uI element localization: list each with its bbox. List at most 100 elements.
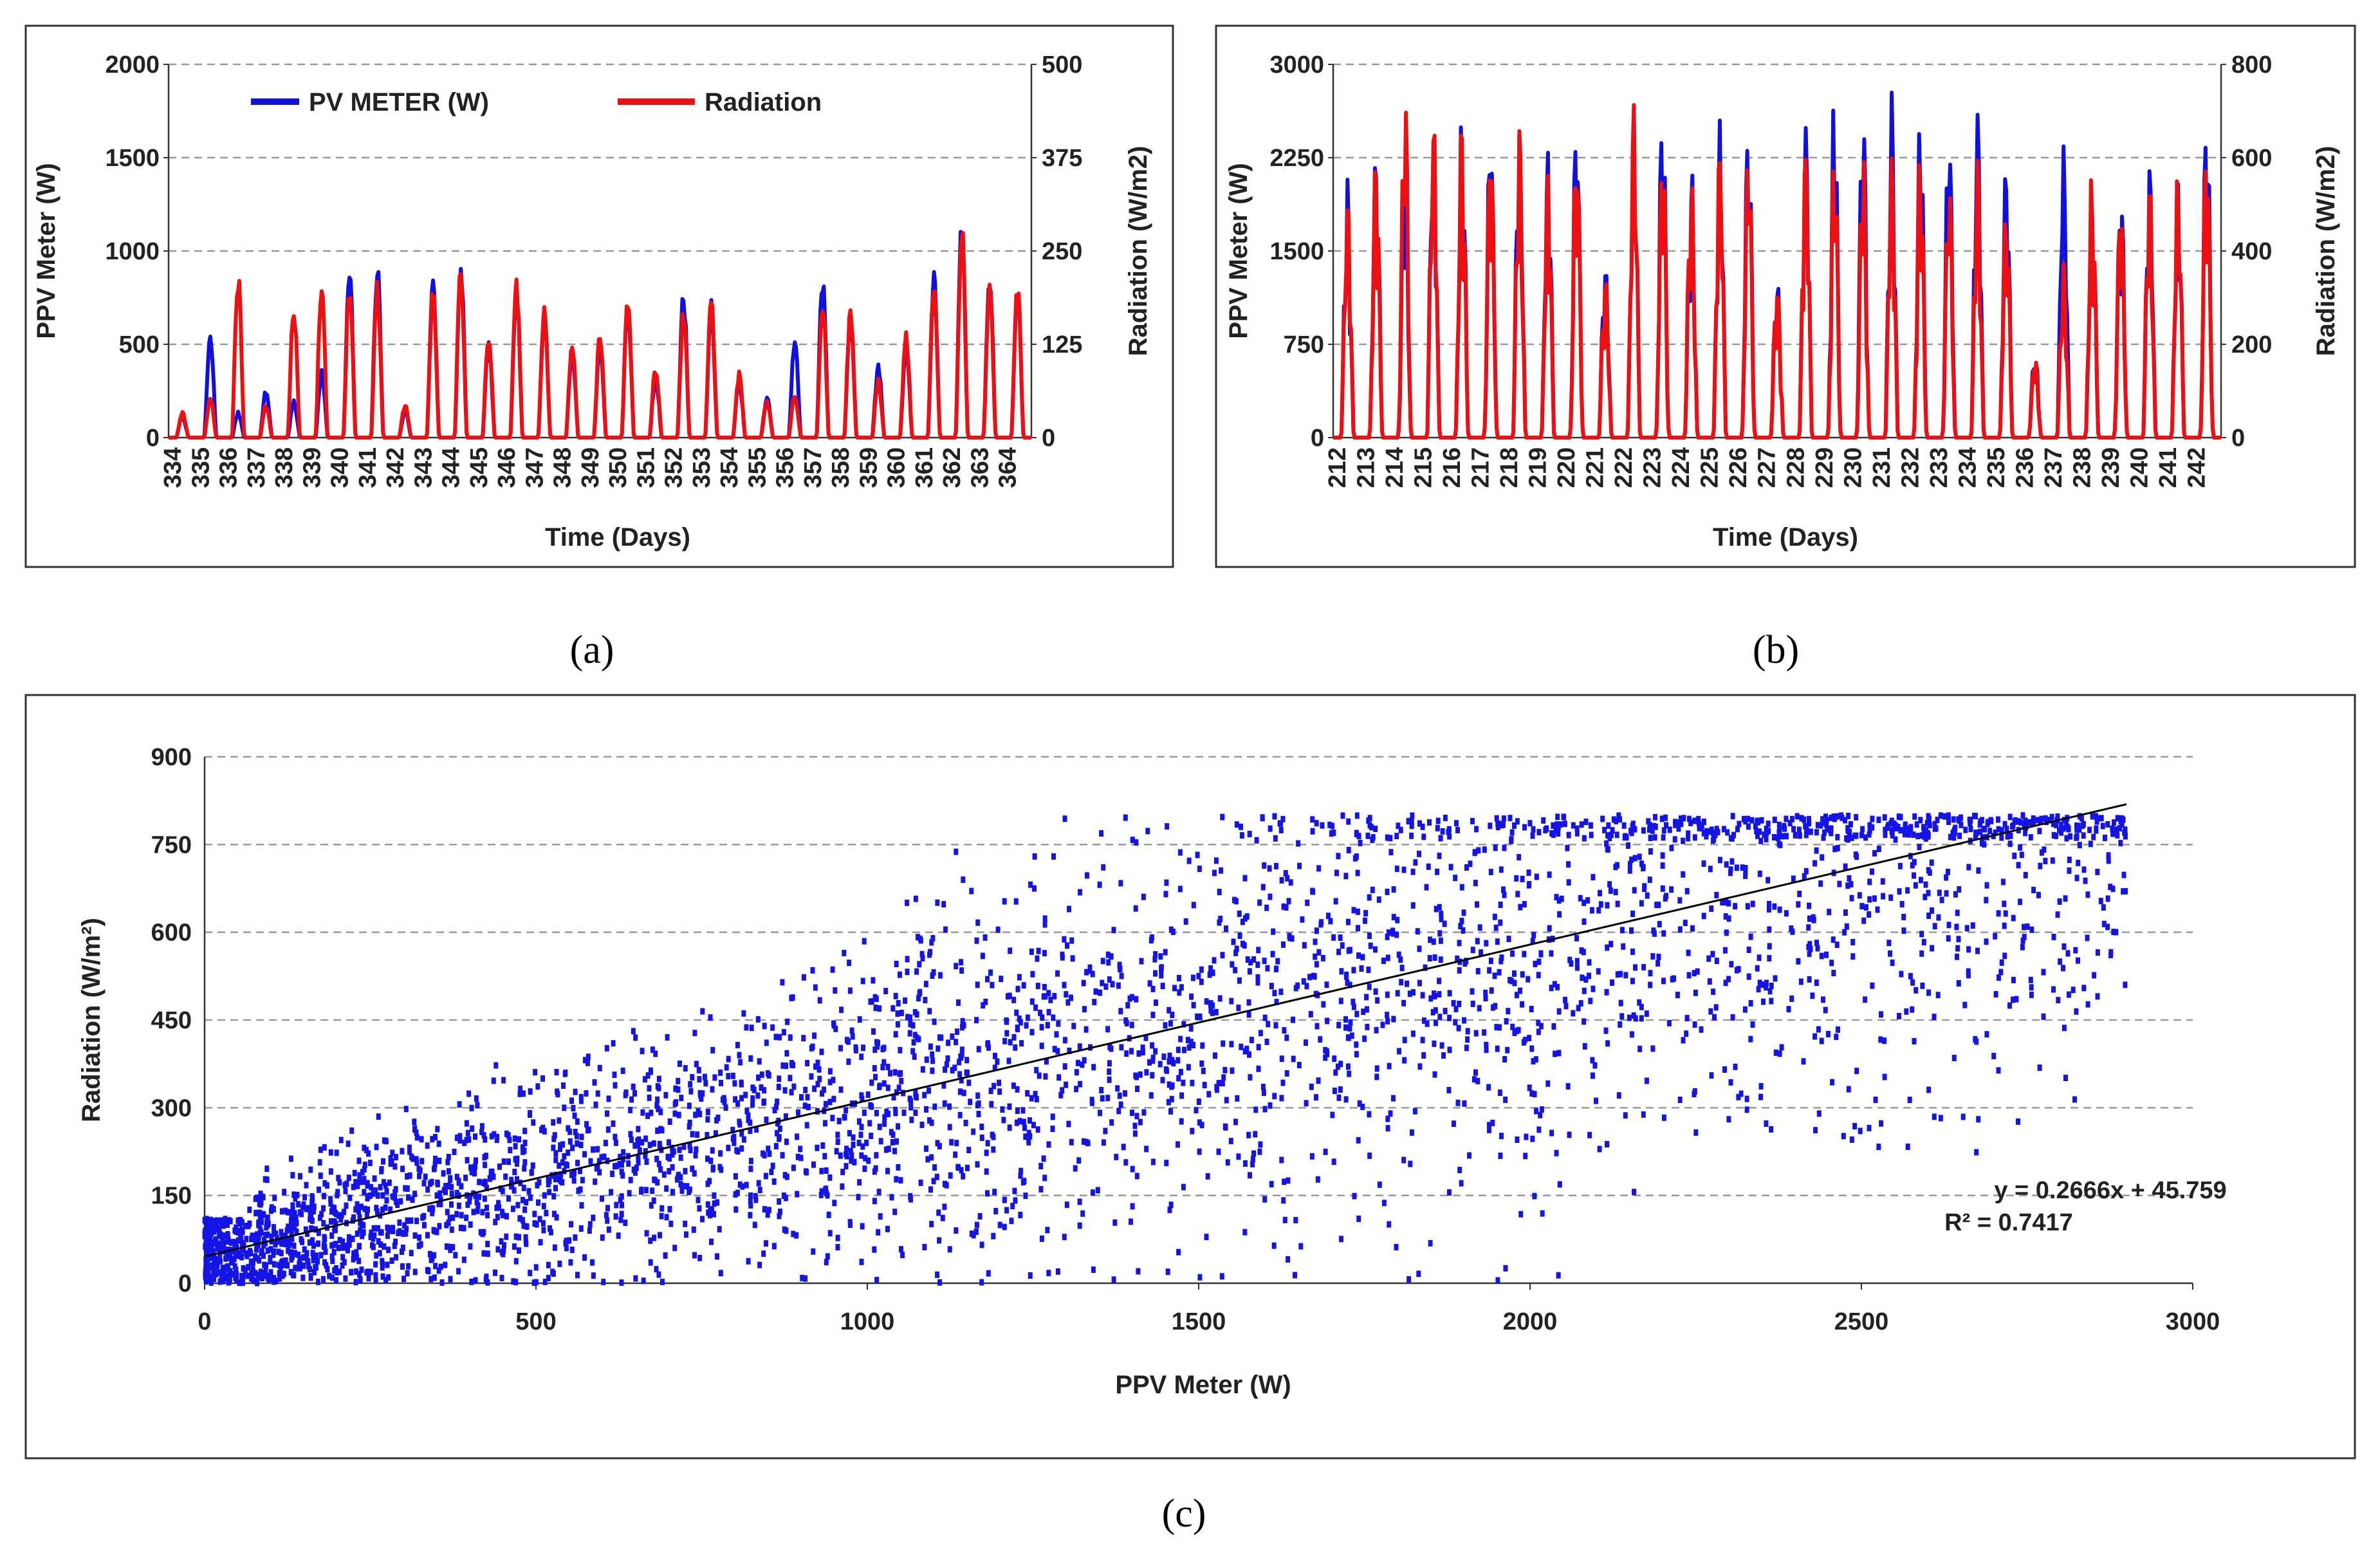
scatter-point <box>553 1176 558 1183</box>
scatter-point <box>290 1172 295 1179</box>
scatter-point <box>869 998 874 1005</box>
scatter-point <box>1347 1025 1352 1032</box>
scatter-point <box>1648 848 1653 855</box>
scatter-point <box>355 1254 359 1261</box>
scatter-point <box>1974 1038 1979 1045</box>
scatter-point <box>1114 1153 1119 1160</box>
scatter-point <box>856 1140 862 1146</box>
scatter-point <box>658 1232 662 1239</box>
x-tick-label: 363 <box>966 447 993 488</box>
scatter-point <box>1530 832 1535 839</box>
scatter-point <box>1032 853 1037 860</box>
scatter-point <box>1453 1019 1458 1026</box>
scatter-point <box>2062 943 2067 950</box>
scatter-point <box>317 1159 322 1166</box>
scatter-point <box>464 1120 469 1127</box>
x-tick-label: 349 <box>577 447 604 488</box>
scatter-point <box>1354 831 1359 838</box>
scatter-point <box>1899 970 1904 978</box>
scatter-point <box>265 1247 270 1254</box>
scatter-point <box>1117 1092 1122 1099</box>
scatter-point <box>548 1229 553 1236</box>
scatter-point <box>1769 1126 1774 1133</box>
scatter-point <box>961 1173 966 1180</box>
scatter-point <box>1484 940 1489 947</box>
scatter-point <box>650 1046 655 1053</box>
scatter-point <box>777 1034 782 1041</box>
scatter-point <box>1910 1006 1915 1013</box>
scatter-point <box>777 1126 782 1132</box>
scatter-point <box>944 1061 949 1068</box>
scatter-point <box>1367 1111 1372 1118</box>
scatter-point <box>1454 820 1459 827</box>
scatter-point <box>912 1053 917 1060</box>
scatter-point <box>2002 900 2007 907</box>
scatter-point <box>618 1196 623 1203</box>
scatter-point <box>2008 832 2013 839</box>
scatter-point <box>907 1095 912 1102</box>
scatter-point <box>344 1243 349 1250</box>
scatter-point <box>667 1118 672 1125</box>
scatter-point <box>817 1075 822 1082</box>
scatter-point <box>1859 903 1865 910</box>
scatter-point <box>2045 817 2050 824</box>
scatter-point <box>1540 1210 1545 1217</box>
scatter-point <box>1254 837 1259 844</box>
scatter-point <box>1959 821 1964 828</box>
scatter-point <box>1743 865 1748 871</box>
scatter-point <box>1199 966 1204 973</box>
scatter-point <box>304 1254 309 1261</box>
scatter-point <box>2051 821 2056 828</box>
scatter-point <box>740 1183 745 1190</box>
scatter-point <box>246 1223 251 1230</box>
scatter-point <box>386 1247 391 1254</box>
scatter-point <box>379 1229 384 1236</box>
scatter-point <box>427 1250 432 1257</box>
scatter-point <box>885 1064 890 1070</box>
scatter-point <box>929 1119 934 1126</box>
scatter-point <box>1824 951 1829 958</box>
scatter-point <box>1733 903 1738 910</box>
scatter-point <box>1495 938 1500 945</box>
scatter-point <box>512 1169 517 1176</box>
scatter-point <box>406 1263 411 1270</box>
scatter-point <box>1200 1042 1205 1049</box>
scatter-point <box>564 1245 569 1252</box>
scatter-point <box>1938 812 1943 819</box>
scatter-point <box>877 1005 882 1012</box>
scatter-point <box>1111 927 1116 934</box>
scatter-point <box>1676 825 1681 832</box>
scatter-point <box>1501 815 1506 822</box>
scatter-point <box>755 1092 761 1099</box>
scatter-point <box>1394 1244 1399 1250</box>
scatter-point <box>847 960 852 967</box>
scatter-point <box>541 1220 546 1227</box>
scatter-point <box>1328 918 1333 925</box>
scatter-point <box>1765 828 1770 835</box>
scatter-point <box>613 1213 618 1220</box>
scatter-point <box>528 1270 533 1277</box>
scatter-point <box>1345 1034 1351 1041</box>
scatter-point <box>219 1275 224 1282</box>
scatter-point <box>1826 1030 1831 1037</box>
scatter-point <box>692 1252 697 1259</box>
scatter-point <box>719 1080 723 1086</box>
scatter-point <box>784 1062 789 1070</box>
scatter-point <box>1082 1057 1087 1064</box>
scatter-point <box>1318 1036 1323 1043</box>
scatter-point <box>710 1086 715 1093</box>
scatter-point <box>534 1221 539 1228</box>
scatter-point <box>1058 1091 1064 1099</box>
scatter-point <box>405 1217 410 1224</box>
x-tick-label: 230 <box>1840 447 1867 488</box>
scatter-point <box>612 1071 617 1079</box>
scatter-point <box>1882 814 1887 821</box>
scatter-point <box>1897 888 1902 895</box>
scatter-point <box>656 1075 661 1082</box>
scatter-point <box>677 1146 682 1153</box>
scatter-point <box>500 1209 504 1216</box>
scatter-point <box>372 1232 377 1239</box>
scatter-point <box>1314 820 1319 827</box>
scatter-point <box>1920 982 1925 989</box>
scatter-point <box>628 1106 633 1113</box>
